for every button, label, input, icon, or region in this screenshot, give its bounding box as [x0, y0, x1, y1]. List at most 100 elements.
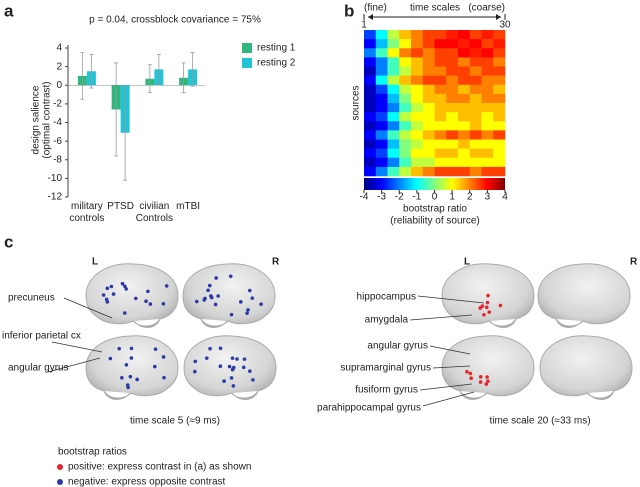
- heatmap-cell: [469, 57, 482, 67]
- legend-label: resting 2: [257, 58, 296, 69]
- heatmap-cell: [481, 148, 494, 159]
- colorbar-tick-label: -2: [395, 192, 404, 203]
- heatmap-cell: [446, 112, 459, 122]
- hemisphere-label: L: [92, 257, 98, 268]
- source-dot: [218, 346, 223, 351]
- heatmap-cell: [399, 157, 412, 168]
- source-dot: [109, 284, 114, 289]
- source-dot: [105, 300, 110, 304]
- heatmap-cell: [375, 57, 388, 67]
- heatmap-cell: [469, 48, 482, 58]
- source-dot: [229, 376, 234, 380]
- error-bar: [114, 62, 119, 157]
- source-dot: [153, 347, 158, 351]
- heatmap-cell: [411, 84, 424, 95]
- source-dot: [484, 382, 489, 386]
- heatmap-cell: [446, 157, 459, 168]
- heatmap-cell: [458, 93, 471, 104]
- heatmap-cell: [375, 121, 388, 131]
- heatmap-cell: [399, 103, 412, 113]
- heatmap-cell: [387, 66, 400, 76]
- heatmap-cell: [387, 139, 400, 149]
- heatmap-cell: [493, 121, 506, 131]
- y-axis-label: sources: [351, 85, 362, 120]
- colorbar-tick-label: -1: [412, 192, 421, 203]
- heatmap-cell: [364, 57, 377, 67]
- heatmap-cell: [458, 103, 471, 113]
- heatmap-cell: [399, 121, 412, 131]
- heatmap-cell: [364, 39, 377, 49]
- leader-line: [419, 383, 473, 391]
- leader-line: [51, 341, 103, 353]
- heatmap-cell: [481, 57, 494, 67]
- heatmap-cell: [446, 139, 459, 149]
- heatmap-cell: [481, 112, 494, 122]
- source-dot: [108, 356, 113, 361]
- source-dot: [146, 289, 150, 294]
- heatmap-cell: [458, 130, 471, 140]
- heatmap-cell: [434, 75, 447, 86]
- source-dot: [478, 380, 483, 384]
- source-dot: [230, 356, 235, 360]
- heatmap-cell: [411, 75, 424, 86]
- heatmap-cell: [364, 93, 377, 104]
- heatmap-cell: [458, 39, 471, 49]
- colorbar-tick-label: 4: [502, 192, 508, 203]
- region-label: inferior parietal cx: [2, 331, 81, 342]
- heatmap-cell: [364, 121, 377, 131]
- heatmap-cell: [387, 84, 400, 95]
- heatmap-cell: [387, 130, 400, 140]
- source-dot: [469, 376, 473, 380]
- y-tick-label: 2: [56, 61, 62, 72]
- heatmap-cell: [399, 148, 412, 159]
- heatmap-cell: [458, 75, 471, 86]
- heatmap-cell: [493, 84, 506, 95]
- heatmap-cell: [364, 157, 377, 168]
- source-dot: [468, 371, 473, 376]
- heatmap-cell: [458, 57, 471, 67]
- heatmap-cell: [422, 139, 435, 149]
- heatmap-cell: [387, 157, 400, 168]
- source-dot: [205, 356, 209, 360]
- source-dot: [251, 378, 255, 382]
- heatmap-cell: [411, 157, 424, 168]
- region-label: precuneus: [8, 293, 55, 304]
- heatmap-cell: [434, 157, 447, 168]
- region-label: hippocampus: [357, 292, 416, 303]
- x-axis-label: (fine): [364, 3, 387, 14]
- caption: time scale 20 (≈33 ms): [489, 416, 590, 427]
- source-dot: [164, 284, 169, 288]
- heatmap-cell: [434, 93, 447, 104]
- y-tick-label: -12: [48, 192, 63, 203]
- source-dot: [222, 379, 226, 383]
- source-dot: [193, 369, 197, 374]
- y-tick-label: -2: [53, 99, 62, 110]
- colorbar-tick-label: 1: [449, 192, 455, 203]
- region-label: angular gyrus: [8, 363, 69, 374]
- source-dot: [162, 375, 166, 380]
- heatmap-cell: [399, 48, 412, 58]
- heatmap-cell: [364, 75, 377, 86]
- source-dot: [194, 299, 199, 304]
- source-dot: [228, 274, 233, 279]
- source-dot: [498, 303, 503, 308]
- heatmap-cell: [422, 130, 435, 140]
- source-dot: [152, 364, 157, 369]
- heatmap-cell: [422, 112, 435, 122]
- heatmap-cell: [481, 93, 494, 104]
- heatmap-cell: [434, 121, 447, 131]
- hemisphere-label: R: [272, 257, 280, 268]
- heatmap-cell: [364, 139, 377, 149]
- source-dot: [161, 301, 166, 306]
- heatmap-cell: [446, 166, 459, 177]
- brain: [182, 263, 276, 329]
- x-tick-label: civilian Controls: [135, 201, 173, 224]
- brain: [539, 335, 633, 401]
- heatmap-cell: [446, 57, 459, 67]
- heatmap-cell: [387, 75, 400, 86]
- heatmap-cell: [387, 112, 400, 122]
- heatmap-cell: [375, 84, 388, 95]
- heatmap-cell: [446, 148, 459, 159]
